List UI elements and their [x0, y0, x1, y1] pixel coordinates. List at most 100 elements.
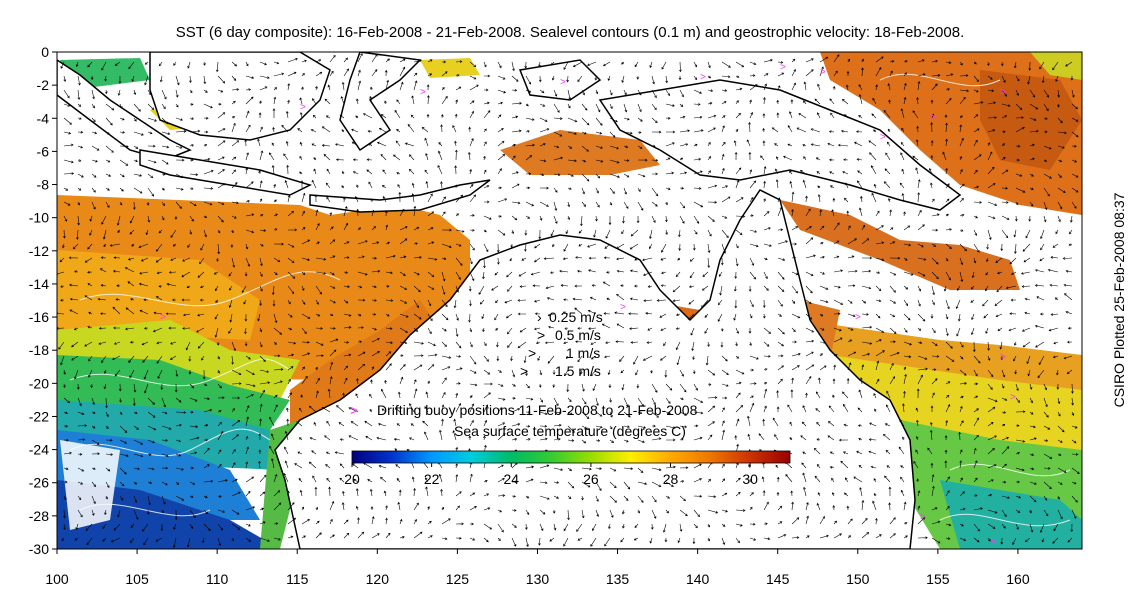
velocity-arrow — [173, 523, 177, 530]
velocity-arrow — [1039, 312, 1045, 316]
velocity-arrow — [943, 285, 947, 292]
velocity-arrow — [997, 327, 1003, 332]
velocity-arrow — [987, 435, 997, 441]
velocity-arrow — [441, 243, 452, 248]
velocity-arrow — [161, 439, 168, 442]
velocity-arrow — [141, 341, 149, 346]
velocity-arrow — [231, 88, 240, 91]
velocity-arrow — [413, 72, 418, 77]
velocity-arrow — [1067, 537, 1073, 543]
velocity-arrow — [63, 201, 71, 206]
velocity-arrow — [801, 421, 807, 427]
velocity-arrow — [987, 183, 996, 189]
velocity-arrow — [833, 364, 836, 371]
velocity-arrow — [63, 523, 66, 530]
velocity-arrow — [550, 229, 555, 237]
velocity-arrow — [762, 140, 766, 147]
colorbar-gradient — [351, 450, 791, 464]
velocity-arrow — [217, 128, 226, 133]
velocity-arrow — [746, 139, 751, 147]
velocity-arrow — [525, 509, 530, 515]
velocity-arrow — [525, 201, 535, 207]
velocity-arrow — [315, 532, 322, 539]
velocity-arrow — [581, 159, 587, 163]
velocity-arrow — [553, 187, 558, 193]
velocity-arrow — [147, 159, 157, 164]
velocity-arrow — [1001, 446, 1010, 455]
velocity-arrow — [483, 523, 493, 530]
velocity-arrow — [721, 369, 729, 376]
velocity-arrow — [749, 395, 754, 399]
velocity-arrow — [749, 61, 757, 65]
velocity-arrow — [958, 431, 961, 441]
velocity-arrow — [959, 115, 963, 119]
velocity-arrow — [231, 100, 236, 105]
velocity-arrow — [413, 205, 417, 217]
velocity-arrow — [856, 130, 863, 134]
velocity-arrow — [259, 381, 271, 385]
velocity-arrow — [203, 397, 210, 401]
velocity-arrow — [735, 355, 740, 359]
velocity-arrow — [791, 271, 799, 276]
velocity-arrow — [455, 229, 465, 233]
velocity-arrow — [777, 228, 784, 232]
velocity-arrow — [217, 449, 222, 455]
velocity-arrow — [620, 537, 625, 543]
velocity-arrow — [889, 209, 892, 217]
velocity-arrow — [1013, 355, 1017, 362]
velocity-arrow — [553, 411, 562, 415]
velocity-arrow — [930, 405, 934, 412]
velocity-arrow — [437, 150, 443, 161]
velocity-arrow — [987, 116, 997, 119]
velocity-arrow — [299, 97, 303, 105]
velocity-arrow — [845, 182, 849, 189]
velocity-arrow — [259, 418, 262, 427]
velocity-arrow — [590, 537, 597, 547]
velocity-arrow — [155, 296, 163, 301]
velocity-arrow — [595, 187, 599, 194]
velocity-arrow — [805, 327, 815, 333]
velocity-arrow — [440, 114, 444, 119]
velocity-arrow — [510, 355, 513, 362]
velocity-arrow — [91, 397, 95, 406]
velocity-arrow — [285, 140, 289, 147]
velocity-arrow — [861, 532, 870, 539]
velocity-arrow — [1015, 201, 1019, 206]
velocity-arrow — [1066, 369, 1073, 375]
velocity-arrow — [1057, 397, 1061, 405]
velocity-arrow — [343, 285, 350, 288]
velocity-arrow — [595, 131, 603, 135]
velocity-arrow — [707, 396, 718, 399]
velocity-arrow — [63, 383, 66, 388]
velocity-arrow — [189, 410, 194, 414]
velocity-arrow — [440, 181, 443, 189]
velocity-arrow — [609, 397, 612, 403]
velocity-arrow — [63, 397, 71, 404]
velocity-arrow — [810, 143, 821, 147]
velocity-arrow — [91, 201, 96, 210]
velocity-arrow — [678, 76, 682, 81]
velocity-arrow — [217, 410, 222, 413]
velocity-arrow — [127, 281, 135, 287]
velocity-arrow — [1071, 425, 1078, 429]
velocity-arrow — [161, 201, 166, 206]
velocity-arrow — [987, 151, 993, 161]
velocity-arrow — [580, 369, 583, 375]
velocity-arrow — [553, 397, 559, 407]
velocity-arrow — [298, 437, 303, 441]
velocity-arrow — [63, 495, 67, 501]
velocity-arrow — [259, 180, 263, 189]
velocity-arrow — [156, 271, 163, 275]
velocity-arrow — [805, 313, 813, 320]
velocity-arrow — [763, 180, 766, 189]
velocity-arrow — [1070, 523, 1074, 533]
velocity-arrow — [287, 99, 290, 105]
velocity-arrow — [842, 171, 849, 175]
velocity-arrow — [539, 89, 545, 94]
velocity-arrow — [104, 75, 108, 82]
velocity-arrow — [553, 523, 557, 531]
velocity-arrow — [273, 490, 281, 497]
velocity-arrow — [749, 229, 758, 233]
velocity-arrow — [889, 285, 896, 293]
velocity-arrow — [217, 156, 225, 161]
